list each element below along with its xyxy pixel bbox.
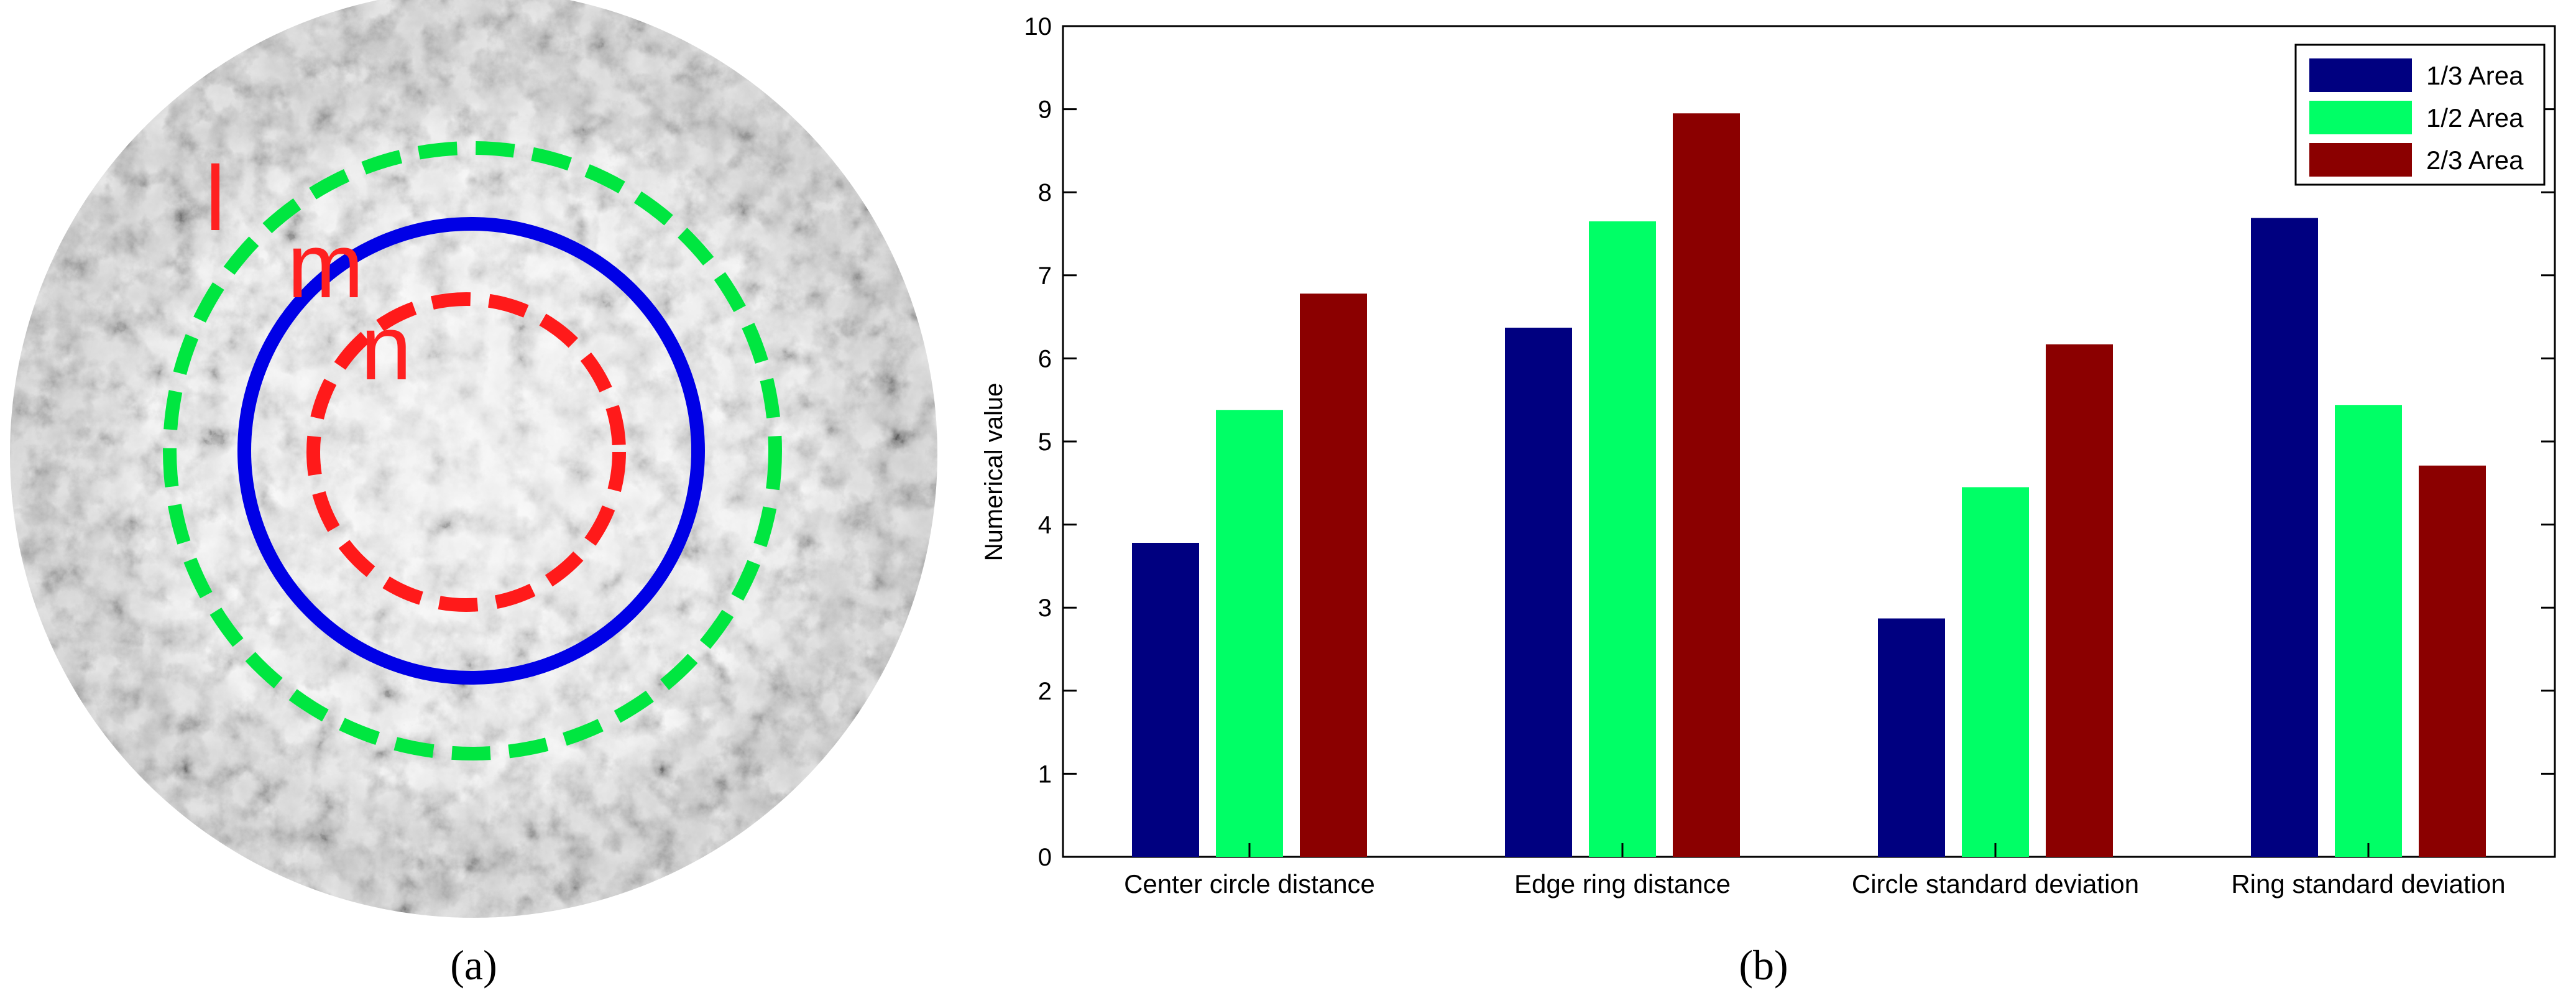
x-tick-label: Center circle distance [1124,869,1375,899]
legend-label: 1/2 Area [2426,103,2524,132]
legend-label: 2/3 Area [2426,146,2524,175]
panel-b-chart: 0 1 2 3 4 5 6 7 8 9 10 Center circle distance Edge … [980,13,2556,989]
y-tick-label: 7 [1038,262,1052,290]
legend-swatch [2309,58,2412,92]
x-tick-label: Edge ring distance [1514,869,1731,899]
y-tick-label: 5 [1038,428,1052,456]
bar-1-4 [2251,218,2318,857]
y-tick-label: 0 [1038,844,1052,871]
bar-3-1 [1300,293,1367,857]
bar-1-2 [1505,327,1572,857]
y-tick-label: 2 [1038,678,1052,705]
legend-swatch [2309,101,2412,134]
x-tick-label: Ring standard deviation [2231,869,2505,899]
middle-ring-m [237,217,705,685]
y-tick-label: 8 [1038,179,1052,206]
y-tick-label: 9 [1038,96,1052,124]
y-axis-label: Numerical value [980,383,1008,561]
x-tick-label: Circle standard deviation [1852,869,2139,899]
outer-ring-l [163,141,782,760]
y-tick-label: 3 [1038,594,1052,622]
ring-label-m: m [287,215,364,317]
bar-3-2 [1673,113,1740,857]
bar-1-1 [1132,542,1199,857]
bar-3-3 [2046,344,2113,857]
bar-2-3 [1962,487,2029,857]
bar-1-3 [1878,618,1945,857]
legend-label: 1/3 Area [2426,61,2524,90]
x-axis-ticks: Center circle distance Edge ring distance… [1124,843,2506,899]
panel-a: l m n (a) [10,0,937,989]
ring-label-n: n [361,297,412,399]
y-tick-label: 10 [1024,13,1052,40]
y-tick-label: 4 [1038,512,1052,539]
legend-swatch [2309,143,2412,177]
panel-a-caption: (a) [450,941,497,989]
bar-3-4 [2419,465,2486,857]
bars [1132,113,2486,857]
sample-image [10,0,937,918]
legend: 1/3 Area 1/2 Area 2/3 Area [2294,44,2546,186]
inner-ring-n [306,292,626,612]
ring-label-l: l [205,147,226,250]
bar-2-2 [1589,221,1656,857]
panel-b-caption: (b) [1739,941,1788,989]
bar-2-4 [2335,405,2402,857]
y-axis-ticks: 0 1 2 3 4 5 6 7 8 9 10 [1024,13,2555,871]
y-tick-label: 1 [1038,760,1052,788]
y-tick-label: 6 [1038,345,1052,372]
bar-2-1 [1216,410,1283,857]
